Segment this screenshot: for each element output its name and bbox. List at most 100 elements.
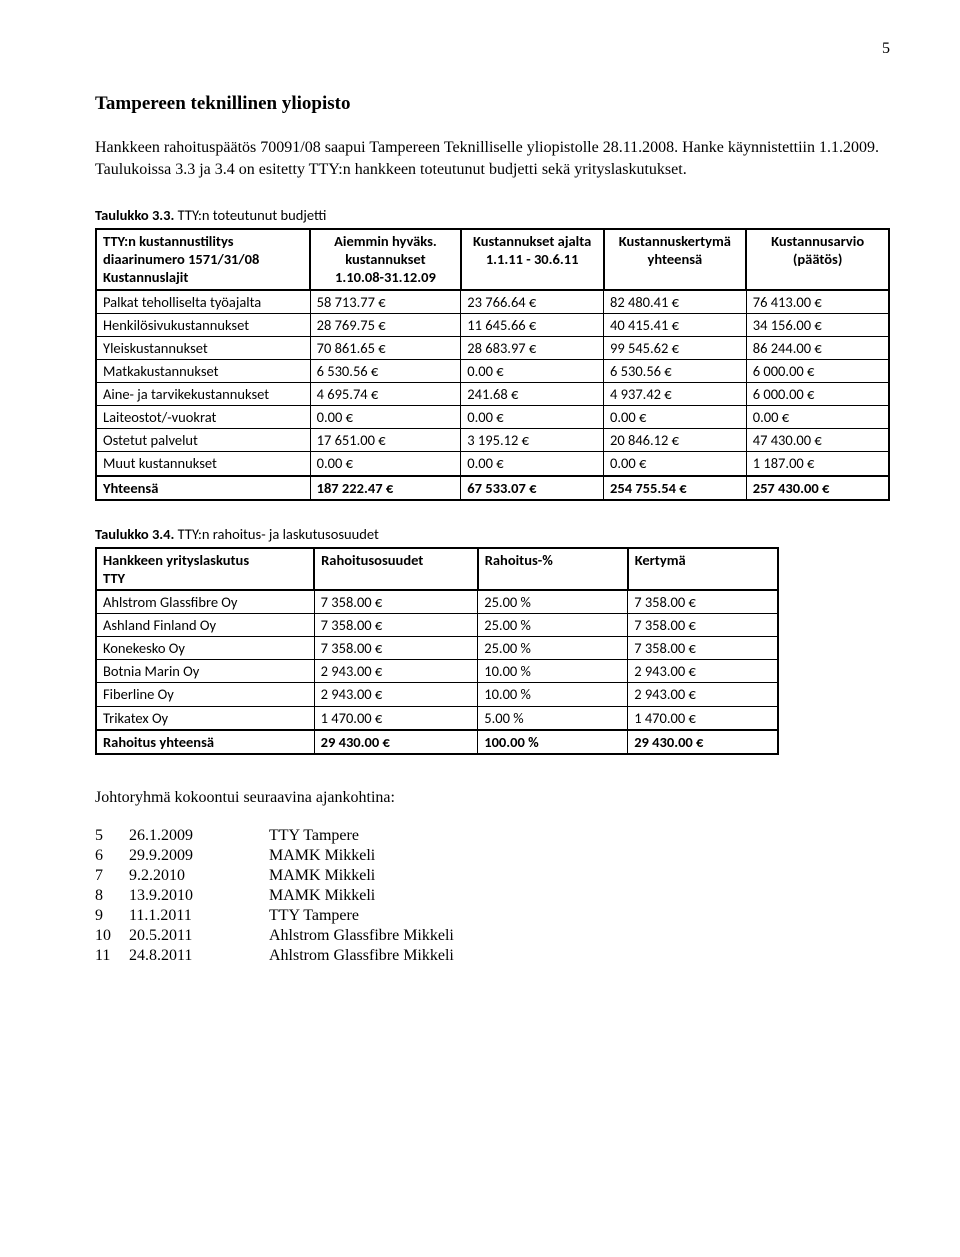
value-cell: 7 358.00 € — [628, 614, 778, 637]
budget-table: TTY:n kustannustilitys diaarinumero 1571… — [95, 228, 890, 501]
meeting-row: 629.9.2009MAMK Mikkeli — [95, 846, 454, 866]
meeting-place: TTY Tampere — [239, 826, 454, 846]
amount-cell: 40 415.41 € — [604, 313, 747, 336]
total-row: Rahoitus yhteensä29 430.00 €100.00 %29 4… — [96, 730, 778, 754]
meeting-row: 79.2.2010MAMK Mikkeli — [95, 866, 454, 886]
total-amount-cell: 257 430.00 € — [746, 476, 889, 500]
amount-cell: 34 156.00 € — [746, 313, 889, 336]
col-header-kustannuslajit: TTY:n kustannustilitys diaarinumero 1571… — [96, 229, 310, 289]
table34-caption: Taulukko 3.4. TTY:n rahoitus- ja laskutu… — [95, 525, 890, 543]
meeting-index: 6 — [95, 846, 129, 866]
table-row: Yleiskustannukset70 861.65 €28 683.97 €9… — [96, 336, 889, 359]
amount-cell: 6 000.00 € — [746, 359, 889, 382]
amount-cell: 76 413.00 € — [746, 290, 889, 314]
amount-cell: 3 195.12 € — [461, 429, 604, 452]
value-cell: 10.00 % — [478, 683, 628, 706]
amount-cell: 47 430.00 € — [746, 429, 889, 452]
amount-cell: 4 695.74 € — [310, 383, 461, 406]
amount-cell: 0.00 € — [461, 452, 604, 476]
header-line: kustannukset — [317, 250, 454, 268]
meeting-index: 8 — [95, 886, 129, 906]
meeting-index: 5 — [95, 826, 129, 846]
table-row: Trikatex Oy1 470.00 €5.00 %1 470.00 € — [96, 706, 778, 730]
total-amount-cell: 67 533.07 € — [461, 476, 604, 500]
table-row: Fiberline Oy2 943.00 €10.00 %2 943.00 € — [96, 683, 778, 706]
cost-category-cell: Henkilösivukustannukset — [96, 313, 310, 336]
meeting-date: 29.9.2009 — [129, 846, 239, 866]
amount-cell: 0.00 € — [746, 406, 889, 429]
cost-category-cell: Yleiskustannukset — [96, 336, 310, 359]
total-value-cell: 100.00 % — [478, 730, 628, 754]
meeting-row: 526.1.2009TTY Tampere — [95, 826, 454, 846]
value-cell: 25.00 % — [478, 614, 628, 637]
value-cell: 7 358.00 € — [314, 614, 478, 637]
total-label-cell: Rahoitus yhteensä — [96, 730, 314, 754]
table33-caption-text: TTY:n toteutunut budjetti — [174, 206, 326, 224]
meeting-date: 24.8.2011 — [129, 946, 239, 966]
company-cell: Trikatex Oy — [96, 706, 314, 730]
amount-cell: 17 651.00 € — [310, 429, 461, 452]
table33-caption: Taulukko 3.3. TTY:n toteutunut budjetti — [95, 206, 890, 224]
amount-cell: 58 713.77 € — [310, 290, 461, 314]
header-line: yhteensä — [611, 250, 740, 268]
meeting-place: MAMK Mikkeli — [239, 846, 454, 866]
amount-cell: 0.00 € — [604, 406, 747, 429]
amount-cell: 82 480.41 € — [604, 290, 747, 314]
value-cell: 2 943.00 € — [628, 683, 778, 706]
meeting-index: 10 — [95, 926, 129, 946]
col-header-yrityslaskutus: Hankkeen yrityslaskutus TTY — [96, 548, 314, 590]
amount-cell: 11 645.66 € — [461, 313, 604, 336]
page-title: Tampereen teknillinen yliopisto — [95, 93, 890, 115]
value-cell: 1 470.00 € — [628, 706, 778, 730]
header-line: 1.1.11 - 30.6.11 — [468, 250, 597, 268]
meeting-date: 13.9.2010 — [129, 886, 239, 906]
page-number: 5 — [95, 40, 890, 58]
total-row: Yhteensä187 222.47 €67 533.07 €254 755.5… — [96, 476, 889, 500]
table-row: Matkakustannukset6 530.56 €0.00 €6 530.5… — [96, 359, 889, 382]
value-cell: 7 358.00 € — [628, 637, 778, 660]
header-line: Hankkeen yrityslaskutus — [103, 551, 307, 569]
col-header-rahoitusosuudet: Rahoitusosuudet — [314, 548, 478, 590]
meeting-row: 1124.8.2011Ahlstrom Glassfibre Mikkeli — [95, 946, 454, 966]
amount-cell: 1 187.00 € — [746, 452, 889, 476]
header-line: 1.10.08-31.12.09 — [317, 268, 454, 286]
col-header-kertyma: Kustannuskertymä yhteensä — [604, 229, 747, 289]
cost-category-cell: Matkakustannukset — [96, 359, 310, 382]
value-cell: 10.00 % — [478, 660, 628, 683]
meeting-place: MAMK Mikkeli — [239, 886, 454, 906]
meeting-date: 20.5.2011 — [129, 926, 239, 946]
table-row: Botnia Marin Oy2 943.00 €10.00 %2 943.00… — [96, 660, 778, 683]
table-row: Ostetut palvelut17 651.00 €3 195.12 €20 … — [96, 429, 889, 452]
cost-category-cell: Aine- ja tarvikekustannukset — [96, 383, 310, 406]
cost-category-cell: Laiteostot/-vuokrat — [96, 406, 310, 429]
header-line: Kustannusarvio — [753, 232, 882, 250]
company-cell: Ashland Finland Oy — [96, 614, 314, 637]
amount-cell: 86 244.00 € — [746, 336, 889, 359]
table-row: Muut kustannukset0.00 €0.00 €0.00 €1 187… — [96, 452, 889, 476]
total-amount-cell: 254 755.54 € — [604, 476, 747, 500]
meeting-date: 11.1.2011 — [129, 906, 239, 926]
amount-cell: 23 766.64 € — [461, 290, 604, 314]
meeting-row: 1020.5.2011Ahlstrom Glassfibre Mikkeli — [95, 926, 454, 946]
meeting-date: 9.2.2010 — [129, 866, 239, 886]
amount-cell: 6 000.00 € — [746, 383, 889, 406]
company-cell: Botnia Marin Oy — [96, 660, 314, 683]
header-line: Kustannuslajit — [103, 268, 303, 286]
col-header-kertyma: Kertymä — [628, 548, 778, 590]
amount-cell: 6 530.56 € — [310, 359, 461, 382]
header-line: diaarinumero 1571/31/08 — [103, 250, 303, 268]
amount-cell: 6 530.56 € — [604, 359, 747, 382]
company-cell: Ahlstrom Glassfibre Oy — [96, 590, 314, 614]
amount-cell: 28 769.75 € — [310, 313, 461, 336]
meetings-list: 526.1.2009TTY Tampere629.9.2009MAMK Mikk… — [95, 826, 454, 966]
total-label-cell: Yhteensä — [96, 476, 310, 500]
meeting-row: 911.1.2011TTY Tampere — [95, 906, 454, 926]
amount-cell: 0.00 € — [461, 406, 604, 429]
table-row: Henkilösivukustannukset28 769.75 €11 645… — [96, 313, 889, 336]
cost-category-cell: Ostetut palvelut — [96, 429, 310, 452]
meeting-place: Ahlstrom Glassfibre Mikkeli — [239, 926, 454, 946]
value-cell: 2 943.00 € — [314, 683, 478, 706]
header-line: Kustannuskertymä — [611, 232, 740, 250]
amount-cell: 99 545.62 € — [604, 336, 747, 359]
cost-category-cell: Palkat teholliselta työajalta — [96, 290, 310, 314]
